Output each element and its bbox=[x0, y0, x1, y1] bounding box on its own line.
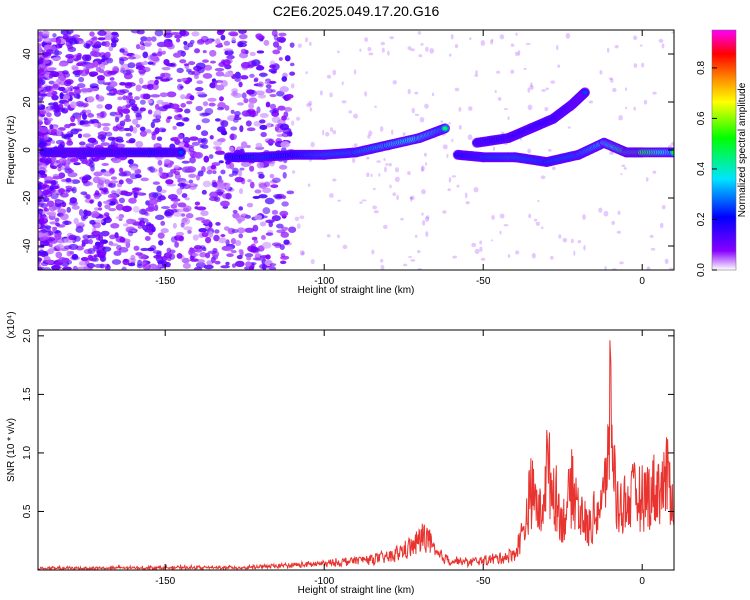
x-tick-label: -100 bbox=[314, 576, 334, 587]
spectral-ridge-1 bbox=[223, 123, 451, 163]
spectral-ridge-2 bbox=[452, 137, 674, 167]
y-tick-label: 0.5 bbox=[22, 504, 33, 518]
y-tick-label: 2.0 bbox=[22, 328, 33, 342]
spectral-ridge-4 bbox=[39, 147, 187, 158]
spectrogram-plot-area bbox=[38, 30, 674, 270]
x-tick-label: -50 bbox=[476, 576, 491, 587]
y-tick-label: 40 bbox=[22, 48, 33, 60]
y-tick-label: -20 bbox=[22, 190, 33, 205]
y-tick-label: 1.0 bbox=[22, 446, 33, 460]
colorbar-tick-label: 0.0 bbox=[696, 263, 707, 277]
colorbar-tick-label: 0.8 bbox=[696, 61, 707, 75]
x-tick-label: -100 bbox=[314, 276, 334, 287]
spectral-ridge-3 bbox=[471, 87, 590, 148]
colorbar-gradient bbox=[711, 29, 737, 271]
x-tick-label: -150 bbox=[155, 276, 175, 287]
y-tick-label: 20 bbox=[22, 96, 33, 108]
spectrogram-x-label: Height of straight line (km) bbox=[298, 285, 415, 296]
figure-title: C2E6.2025.049.17.20.G16 bbox=[273, 3, 440, 19]
x-tick-label: -50 bbox=[476, 276, 491, 287]
x-tick-label: 0 bbox=[639, 276, 645, 287]
snr-scale-label: (x10⁴) bbox=[6, 311, 17, 338]
colorbar-tick-label: 0.6 bbox=[696, 111, 707, 125]
snr-series-line bbox=[38, 340, 674, 570]
snr-panel: -150 -100 -50 0 0.5 1.0 1.5 2.0 Height of stra… bbox=[6, 311, 675, 596]
colorbar-label: Normalized spectral amplitude bbox=[737, 82, 748, 217]
snr-y-axis: 0.5 1.0 1.5 2.0 bbox=[22, 328, 674, 518]
snr-x-axis: -150 -100 -50 0 bbox=[155, 330, 645, 587]
x-tick-label: 0 bbox=[639, 576, 645, 587]
snr-y-label: SNR (10 * v/v) bbox=[6, 418, 17, 482]
y-tick-label: -40 bbox=[22, 238, 33, 253]
colorbar-tick-label: 0.4 bbox=[696, 162, 707, 176]
colorbar-tick-label: 0.2 bbox=[696, 212, 707, 226]
snr-frame bbox=[37, 329, 675, 571]
colorbar-axis: 0.0 0.2 0.4 0.6 0.8 bbox=[696, 61, 717, 277]
y-tick-label: 0 bbox=[22, 147, 33, 153]
colorbar: 0.0 0.2 0.4 0.6 0.8 Normalized spectral ampl… bbox=[696, 29, 748, 277]
snr-x-label: Height of straight line (km) bbox=[298, 585, 415, 596]
x-tick-label: -150 bbox=[155, 576, 175, 587]
y-tick-label: 1.5 bbox=[22, 387, 33, 401]
spectrogram-y-label: Frequency (Hz) bbox=[6, 116, 17, 185]
spectrogram-panel: -150 -100 -50 0 -40 -20 0 20 40 Height of strai… bbox=[6, 29, 675, 296]
snr-plot-area bbox=[38, 340, 674, 570]
spectrogram-x-axis: -150 -100 -50 0 bbox=[155, 30, 645, 287]
spectrogram-y-axis: -40 -20 0 20 40 bbox=[22, 48, 674, 253]
